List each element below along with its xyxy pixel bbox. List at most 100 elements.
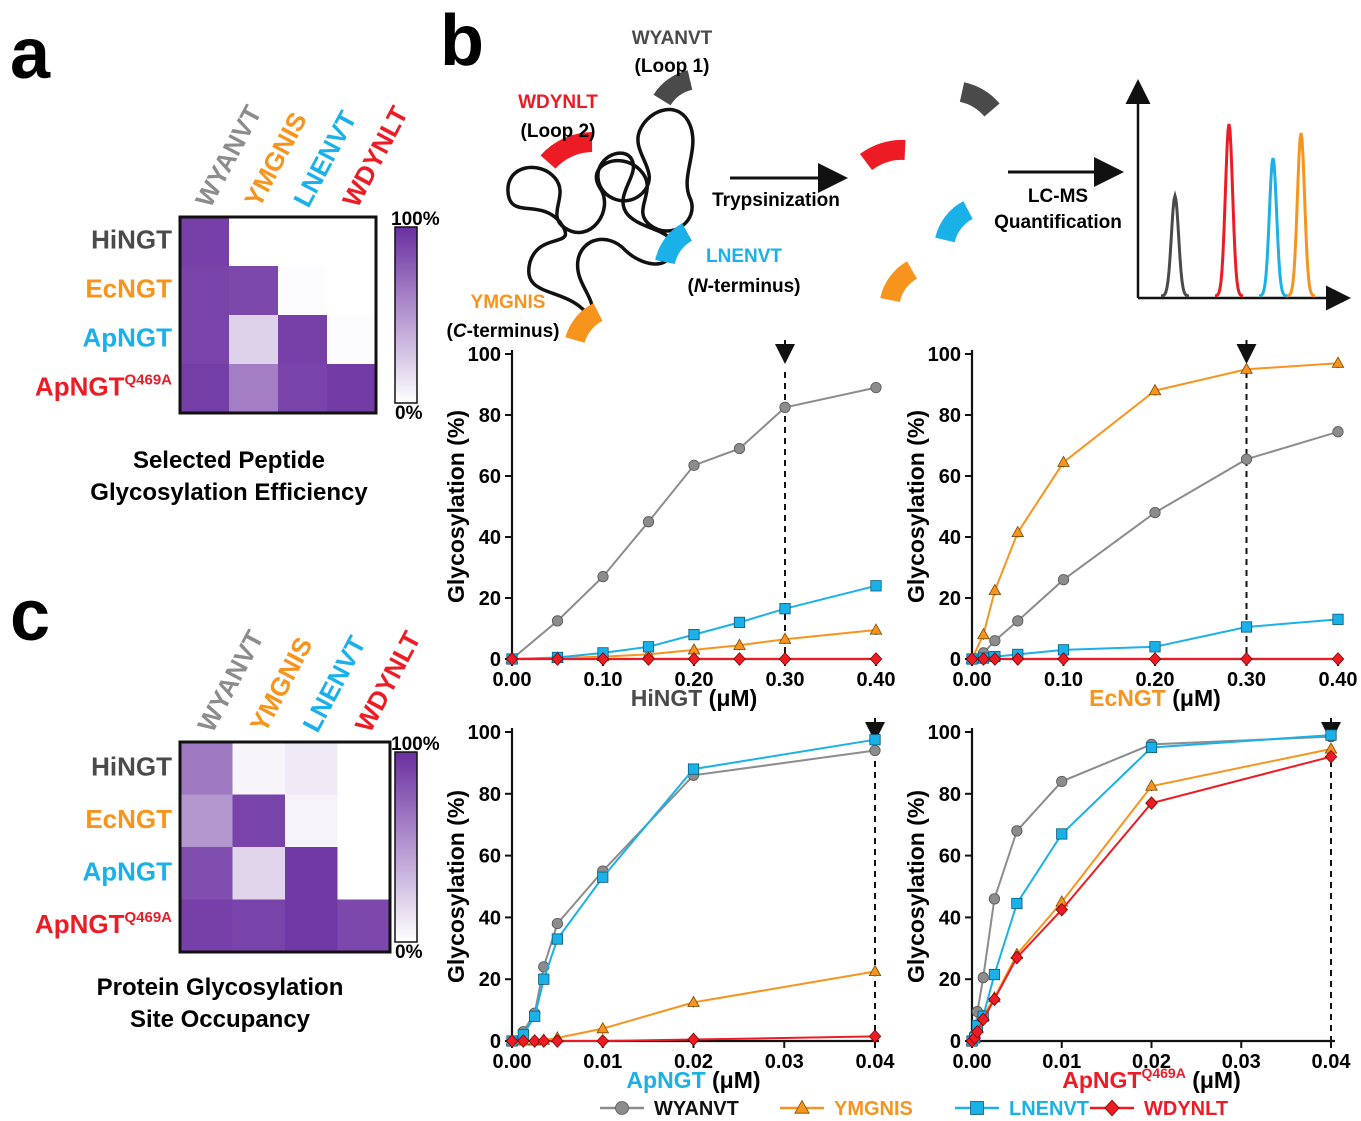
data-point	[733, 616, 746, 629]
data-point	[869, 744, 881, 757]
heatmap-caption-line1: Selected Peptide	[133, 447, 325, 474]
data-point	[977, 972, 989, 984]
data-point	[687, 652, 701, 666]
protein-coil	[506, 107, 695, 320]
free-fragment-cterm	[880, 261, 918, 303]
panel-label-a: a	[10, 14, 51, 94]
heatmap-caption-line1: Protein Glycosylation	[97, 974, 344, 1001]
data-point	[988, 893, 1001, 905]
data-point	[1149, 506, 1161, 519]
data-point	[597, 871, 609, 883]
data-point	[869, 734, 881, 746]
y-tick-label: 40	[479, 907, 501, 929]
cterm-fragment	[565, 303, 604, 344]
data-point	[615, 1101, 629, 1115]
heatmap-row-label: ApNGTQ469A	[35, 909, 172, 939]
x-tick-label: 0.00	[953, 1051, 992, 1073]
data-point	[642, 641, 655, 653]
data-point	[869, 652, 883, 666]
data-point	[517, 1034, 530, 1048]
free-fragment-loop1	[959, 82, 1000, 117]
data-point	[687, 763, 700, 775]
x-axis-label: EcNGT (μM)	[1089, 685, 1221, 711]
data-point	[1332, 613, 1344, 625]
data-point	[1325, 729, 1337, 741]
x-tick-label: 0.30	[766, 669, 805, 691]
y-tick-label: 60	[479, 846, 501, 868]
heatmap-row-label: ApNGT	[82, 857, 172, 887]
heatmap-a: WYANVTYMGNISLNENVTWDYNLTHiNGTEcNGTApNGTA…	[35, 100, 440, 506]
series-line-ymgnis	[971, 748, 1332, 1042]
data-point	[1240, 453, 1253, 465]
series-line-lnenvt	[511, 584, 877, 660]
legend-label-wdynlt: WDYNLT	[1144, 1098, 1228, 1120]
x-tick-label: 0.03	[765, 1051, 804, 1073]
data-point	[551, 1034, 564, 1048]
colorbar	[394, 751, 418, 943]
loop2-sub: (Loop 2)	[521, 121, 596, 142]
data-point	[551, 615, 564, 627]
x-tick-label: 0.01	[1042, 1051, 1081, 1073]
y-tick-label: 20	[939, 969, 961, 991]
data-point	[1145, 779, 1158, 791]
x-tick-label: 0.01	[583, 1051, 622, 1073]
data-point	[642, 652, 655, 666]
data-point	[687, 995, 700, 1007]
heatmap-cell	[229, 217, 279, 267]
x-tick-label: 0.04	[1312, 1051, 1352, 1073]
data-point	[1148, 652, 1162, 666]
data-point	[870, 580, 882, 592]
x-axis-label: ApNGT (μM)	[626, 1067, 760, 1093]
y-tick-label: 20	[479, 969, 501, 991]
x-tick-label: 0.10	[1044, 669, 1083, 691]
data-point	[868, 964, 882, 977]
heatmap-cell	[327, 364, 377, 414]
y-tick-label: 60	[939, 466, 961, 488]
data-point	[688, 459, 700, 471]
heatmap-frame	[178, 215, 378, 415]
data-point	[596, 1034, 610, 1048]
y-tick-label: 80	[939, 405, 961, 427]
heatmap-caption-line2: Site Occupancy	[130, 1006, 311, 1033]
data-point	[971, 1024, 984, 1039]
y-tick-label: 0	[950, 649, 961, 671]
data-point	[733, 652, 746, 666]
heatmap-cell	[327, 217, 377, 267]
data-point	[1011, 897, 1023, 910]
data-point	[1324, 749, 1338, 764]
heatmap-cell	[337, 899, 391, 953]
data-point	[529, 1010, 541, 1022]
lcms-label-1: LC-MS	[1028, 186, 1088, 207]
data-point	[688, 629, 700, 641]
data-point	[1240, 621, 1253, 633]
series-line-wyanvt	[511, 386, 877, 660]
data-point	[537, 1034, 551, 1048]
data-point	[870, 381, 882, 394]
data-point	[1149, 641, 1161, 653]
data-point	[779, 401, 791, 413]
y-tick-label: 80	[479, 784, 501, 806]
x-tick-label: 0.40	[1319, 669, 1358, 691]
x-tick-label: 0.20	[675, 669, 714, 691]
heatmap-cell	[285, 899, 338, 953]
y-tick-label: 100	[928, 344, 961, 366]
colorbar-max-label: 100%	[391, 734, 440, 755]
data-point	[988, 652, 1002, 666]
data-point	[1057, 574, 1070, 586]
data-point	[976, 1012, 990, 1027]
x-tick-label: 0.10	[584, 669, 623, 691]
data-point	[778, 652, 792, 666]
data-point	[1240, 652, 1253, 666]
heatmap-cell	[278, 315, 328, 365]
nterm-fragment	[655, 223, 693, 265]
data-point	[868, 1029, 882, 1044]
heatmap-row-label: HiNGT	[91, 224, 172, 254]
peak-wyanvt	[1161, 190, 1189, 298]
heatmap-c: WYANVTYMGNISLNENVTWDYNLTHiNGTEcNGTApNGTA…	[35, 625, 440, 1033]
y-tick-label: 100	[468, 344, 501, 366]
data-point	[642, 516, 655, 528]
data-point	[779, 603, 791, 615]
y-tick-label: 0	[490, 649, 501, 671]
x-tick-label: 0.40	[857, 669, 896, 691]
